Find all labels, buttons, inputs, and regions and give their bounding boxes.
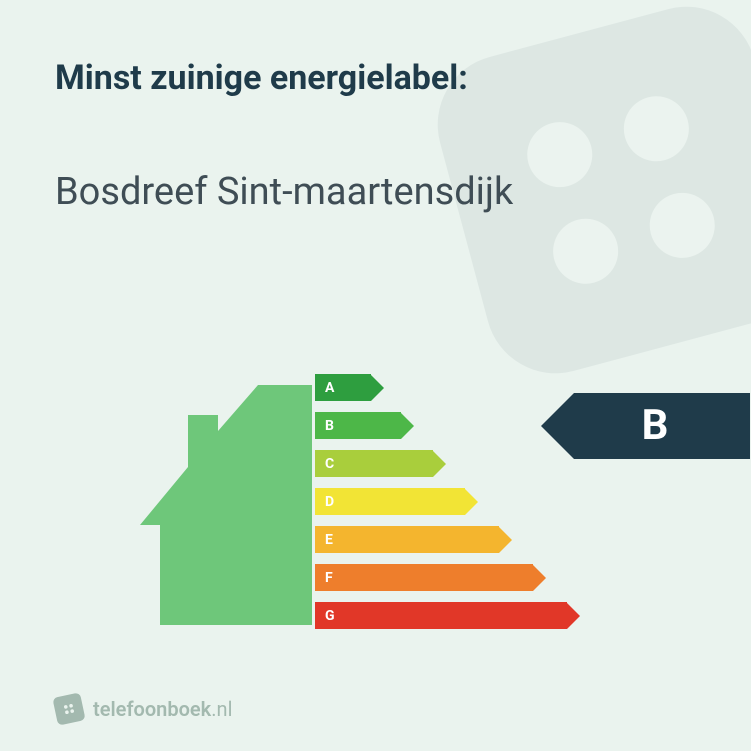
footer-text: telefoonboek.nl (93, 697, 232, 721)
energy-label-chart: ABCDEFG B (140, 355, 750, 635)
bar-letter: E (315, 526, 499, 553)
bar-arrowhead (433, 451, 446, 477)
bar-arrowhead (499, 527, 512, 553)
bar-shape: G (315, 602, 580, 629)
footer-brand-name: telefoonboek (93, 697, 211, 721)
card-subtitle: Bosdreef Sint-maartensdijk (55, 170, 513, 214)
indicator-arrow (541, 393, 574, 459)
bar-arrowhead (401, 413, 414, 439)
footer-brand: telefoonboek.nl (55, 695, 232, 723)
bar-letter: A (315, 374, 371, 401)
bar-letter: G (315, 602, 567, 629)
selected-label-indicator: B (541, 393, 750, 459)
phonebook-icon (52, 692, 85, 725)
bar-shape: D (315, 488, 478, 515)
bar-letter: C (315, 450, 433, 477)
bar-shape: C (315, 450, 446, 477)
house-icon (140, 385, 320, 625)
bar-arrowhead (371, 375, 384, 401)
bar-shape: B (315, 412, 414, 439)
bar-letter: F (315, 564, 533, 591)
bar-arrowhead (567, 603, 580, 629)
energy-bar-f: F (315, 560, 675, 594)
indicator-letter: B (574, 393, 750, 459)
energy-bar-g: G (315, 598, 675, 632)
footer-tld: .nl (211, 697, 232, 721)
bar-shape: F (315, 564, 546, 591)
bar-shape: E (315, 526, 512, 553)
energy-bar-d: D (315, 484, 675, 518)
bar-letter: B (315, 412, 401, 439)
card-title: Minst zuinige energielabel: (55, 58, 468, 98)
bar-letter: D (315, 488, 465, 515)
bar-arrowhead (465, 489, 478, 515)
bar-arrowhead (533, 565, 546, 591)
energy-bar-e: E (315, 522, 675, 556)
energy-label-card: Minst zuinige energielabel: Bosdreef Sin… (0, 0, 751, 751)
bar-shape: A (315, 374, 384, 401)
